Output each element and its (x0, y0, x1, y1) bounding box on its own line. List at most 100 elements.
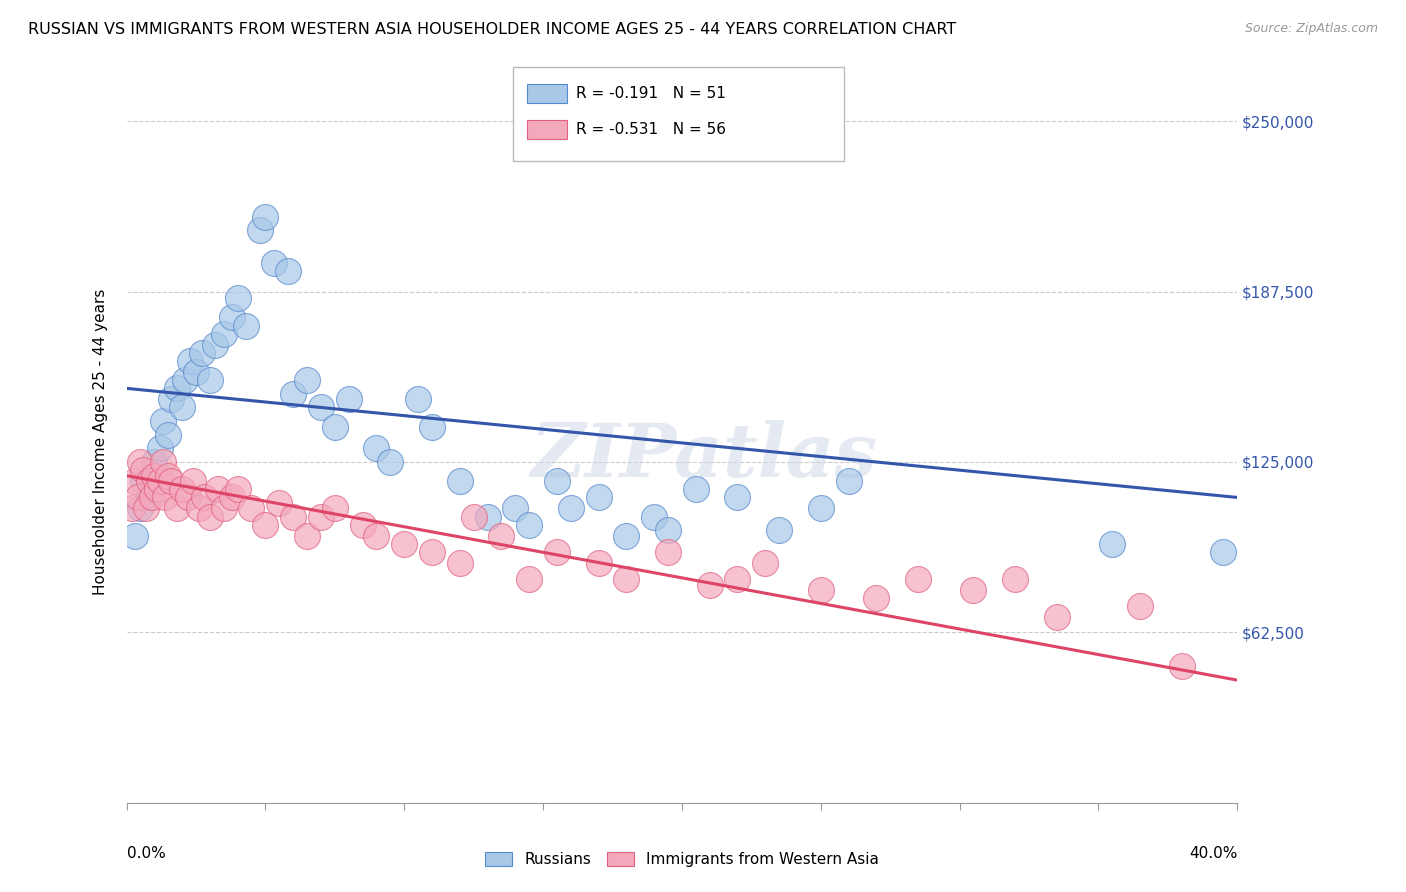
Point (517, 517, 540, 532)
Point (1101, 537, 1123, 551)
Point (226, 482, 249, 496)
Point (420, 545, 443, 559)
Point (204, 337, 226, 351)
Point (449, 556, 471, 570)
Point (865, 591, 887, 606)
Point (149, 442, 172, 456)
Point (503, 501, 526, 516)
Point (193, 491, 215, 505)
Point (1171, 659, 1194, 673)
Point (172, 482, 194, 496)
Point (616, 572, 638, 586)
Point (152, 414, 174, 428)
Point (190, 346, 212, 360)
Point (160, 474, 183, 488)
Text: R = -0.531   N = 56: R = -0.531 N = 56 (576, 122, 727, 136)
Point (187, 501, 209, 516)
Text: 0.0%: 0.0% (127, 847, 166, 861)
Point (366, 442, 388, 456)
Point (157, 427, 180, 442)
Point (235, 318, 257, 333)
Point (962, 583, 984, 598)
Point (309, 401, 332, 415)
Point (121, 501, 143, 516)
Point (146, 482, 169, 496)
Point (184, 365, 207, 379)
Point (406, 392, 429, 407)
Point (155, 491, 177, 505)
Point (160, 392, 183, 407)
Point (172, 401, 194, 415)
Text: RUSSIAN VS IMMIGRANTS FROM WESTERN ASIA HOUSEHOLDER INCOME AGES 25 - 44 YEARS CO: RUSSIAN VS IMMIGRANTS FROM WESTERN ASIA … (28, 22, 956, 37)
Point (1046, 610, 1069, 624)
Point (685, 482, 707, 496)
Point (295, 528, 318, 542)
Point (907, 572, 929, 586)
Text: R = -0.191   N = 51: R = -0.191 N = 51 (576, 87, 727, 101)
Point (132, 474, 155, 488)
Point (277, 264, 299, 278)
Point (657, 523, 679, 537)
Point (157, 468, 180, 483)
Point (198, 509, 221, 524)
Point (124, 528, 146, 542)
Point (176, 491, 198, 505)
Point (129, 501, 152, 516)
Point (269, 496, 291, 510)
Point (281, 509, 305, 524)
Point (166, 501, 188, 516)
Point (254, 210, 277, 224)
Point (149, 474, 172, 488)
Point (1212, 545, 1234, 559)
Point (616, 528, 638, 542)
Point (477, 509, 499, 524)
Point (138, 491, 160, 505)
Point (657, 545, 679, 559)
Point (838, 474, 860, 488)
Point (263, 256, 285, 270)
Point (380, 455, 402, 469)
Point (127, 491, 149, 505)
Point (768, 523, 790, 537)
Point (152, 455, 174, 469)
Point (240, 501, 263, 516)
Point (138, 474, 160, 488)
Point (517, 572, 540, 586)
Point (132, 463, 155, 477)
Point (141, 491, 163, 505)
Point (226, 292, 249, 306)
Point (588, 491, 610, 505)
Point (249, 223, 271, 237)
Point (135, 501, 157, 516)
Point (212, 501, 235, 516)
Point (463, 509, 485, 524)
Point (309, 509, 332, 524)
Point (546, 474, 568, 488)
Point (221, 310, 243, 325)
Point (699, 577, 721, 591)
Y-axis label: Householder Income Ages 25 - 44 years: Householder Income Ages 25 - 44 years (93, 288, 108, 595)
Point (420, 419, 443, 434)
Point (181, 474, 204, 488)
Point (810, 501, 832, 516)
Point (560, 501, 582, 516)
Point (449, 474, 471, 488)
Point (643, 509, 665, 524)
Point (166, 381, 188, 395)
Point (323, 419, 346, 434)
Point (588, 556, 610, 570)
Point (546, 545, 568, 559)
Point (727, 491, 749, 505)
Point (143, 455, 166, 469)
Point (1129, 599, 1152, 614)
Point (1004, 572, 1026, 586)
Point (366, 528, 388, 542)
Point (337, 392, 360, 407)
Point (754, 556, 776, 570)
Point (295, 373, 318, 387)
Point (212, 326, 235, 341)
Point (394, 537, 416, 551)
Point (173, 373, 195, 387)
Point (179, 354, 201, 368)
Text: ZIPatlas: ZIPatlas (530, 420, 877, 492)
